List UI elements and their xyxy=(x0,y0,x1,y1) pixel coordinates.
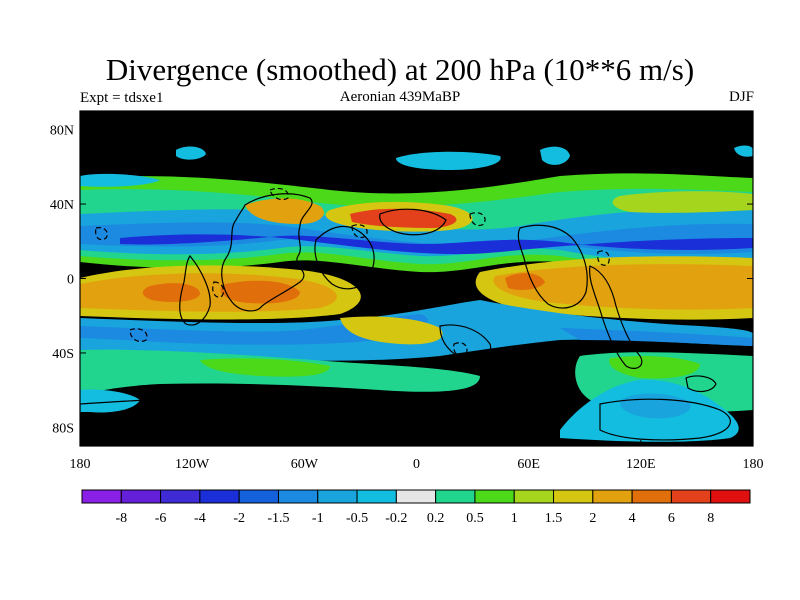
color-bar-label: 8 xyxy=(707,511,714,526)
lat-tick-label: 40S xyxy=(52,347,74,362)
color-bar-label: -6 xyxy=(155,511,167,526)
color-bar-label: 4 xyxy=(629,511,636,526)
color-bar-label: 0.5 xyxy=(466,511,484,526)
coastline xyxy=(269,187,289,201)
color-bar-swatch xyxy=(513,489,555,504)
color-bar-swatch xyxy=(160,489,201,504)
contour-band xyxy=(80,173,160,187)
color-bar-swatch xyxy=(435,489,476,504)
coastline xyxy=(469,212,486,227)
lat-tick-label: 80N xyxy=(50,124,74,139)
color-bar-swatch xyxy=(474,489,515,504)
coastline xyxy=(419,395,457,413)
color-bar-swatch xyxy=(356,489,397,504)
lon-tick-label: 0 xyxy=(413,457,420,472)
color-bar-label: -1.5 xyxy=(267,511,289,526)
coastline xyxy=(453,342,468,357)
coastline xyxy=(80,397,463,442)
contour-band xyxy=(80,222,753,254)
color-bar-swatch xyxy=(120,489,162,504)
coastline xyxy=(379,208,447,236)
period-label: Aeronian 439MaBP xyxy=(339,89,461,105)
color-bar-swatch xyxy=(710,489,751,504)
color-bar-swatch xyxy=(670,489,712,504)
coastline xyxy=(599,398,731,441)
coastline xyxy=(179,254,211,326)
contour-band xyxy=(120,234,753,255)
lon-tick-label: 180 xyxy=(70,457,91,472)
map-title: Divergence (smoothed) at 200 hPa (10**6 … xyxy=(105,52,695,87)
coastline xyxy=(597,250,610,266)
color-bar-label: -0.5 xyxy=(346,511,368,526)
lat-tick-label: 80S xyxy=(52,421,74,436)
color-bar-swatch xyxy=(238,489,279,504)
coastline xyxy=(314,225,375,290)
contour-band xyxy=(176,146,206,160)
color-bar-swatch xyxy=(631,489,672,504)
contour-band xyxy=(609,356,700,379)
contour-band xyxy=(612,191,753,213)
lat-tick-label: 0 xyxy=(67,273,74,288)
color-bar-label: -8 xyxy=(115,511,127,526)
contour-band xyxy=(245,198,324,224)
divergence-field xyxy=(80,111,753,446)
lon-tick-label: 60E xyxy=(517,457,540,472)
contour-band xyxy=(493,264,753,310)
contour-band xyxy=(220,280,300,304)
color-bar-label: 1 xyxy=(511,511,518,526)
contour-band xyxy=(142,283,200,302)
color-bar-label: 2 xyxy=(589,511,596,526)
latitude-axis: 80N 40N 0 40S 80S xyxy=(50,124,753,436)
coastline xyxy=(351,224,368,239)
coastline xyxy=(339,389,393,410)
contour-band xyxy=(340,316,443,345)
contour-band xyxy=(80,389,140,413)
coastline xyxy=(439,324,492,362)
color-bar-label: 6 xyxy=(668,511,675,526)
coastline xyxy=(685,375,717,393)
contour-band xyxy=(80,314,428,345)
color-bar-swatch xyxy=(317,489,358,504)
contour-band xyxy=(540,146,570,165)
color-bar: -8 -6 -4 -2 -1.5 -1 -0.5 -0.2 0.2 0.5 1 1.5 2 4 6 8 xyxy=(81,489,751,526)
coastline xyxy=(129,328,148,343)
coastline xyxy=(589,265,643,369)
color-bar-swatch xyxy=(592,489,633,504)
coastline xyxy=(212,281,225,298)
contour-band xyxy=(396,151,501,170)
contour-band xyxy=(734,145,753,157)
contour-band xyxy=(505,273,545,290)
color-bar-label: -0.2 xyxy=(385,511,407,526)
experiment-label: Expt = tdsxe1 xyxy=(80,90,164,106)
color-bar-label: -1 xyxy=(312,511,324,526)
coastline xyxy=(221,193,313,312)
lat-tick-label: 40N xyxy=(50,198,74,213)
color-bar-swatch xyxy=(277,489,319,504)
color-bar-swatch xyxy=(553,489,594,504)
lon-tick-label: 120E xyxy=(626,457,656,472)
season-label: DJF xyxy=(728,89,754,105)
contour-band xyxy=(200,358,330,377)
coastline xyxy=(95,227,108,241)
contour-band xyxy=(350,208,457,228)
color-bar-swatch xyxy=(199,489,240,504)
lon-tick-label: 120W xyxy=(175,457,210,472)
color-bar-label: -2 xyxy=(233,511,245,526)
color-bar-label: 1.5 xyxy=(545,511,563,526)
color-bar-swatch xyxy=(395,489,437,504)
color-bar-label: -4 xyxy=(194,511,206,526)
coastline xyxy=(517,224,588,309)
color-bar-label: 0.2 xyxy=(427,511,445,526)
lon-tick-label: 180 xyxy=(743,457,764,472)
coastlines xyxy=(80,187,731,442)
color-bar-swatch xyxy=(81,489,122,504)
longitude-axis: 180 120W 60W 0 60E 120E 180 xyxy=(70,111,764,472)
lon-tick-label: 60W xyxy=(291,457,319,472)
